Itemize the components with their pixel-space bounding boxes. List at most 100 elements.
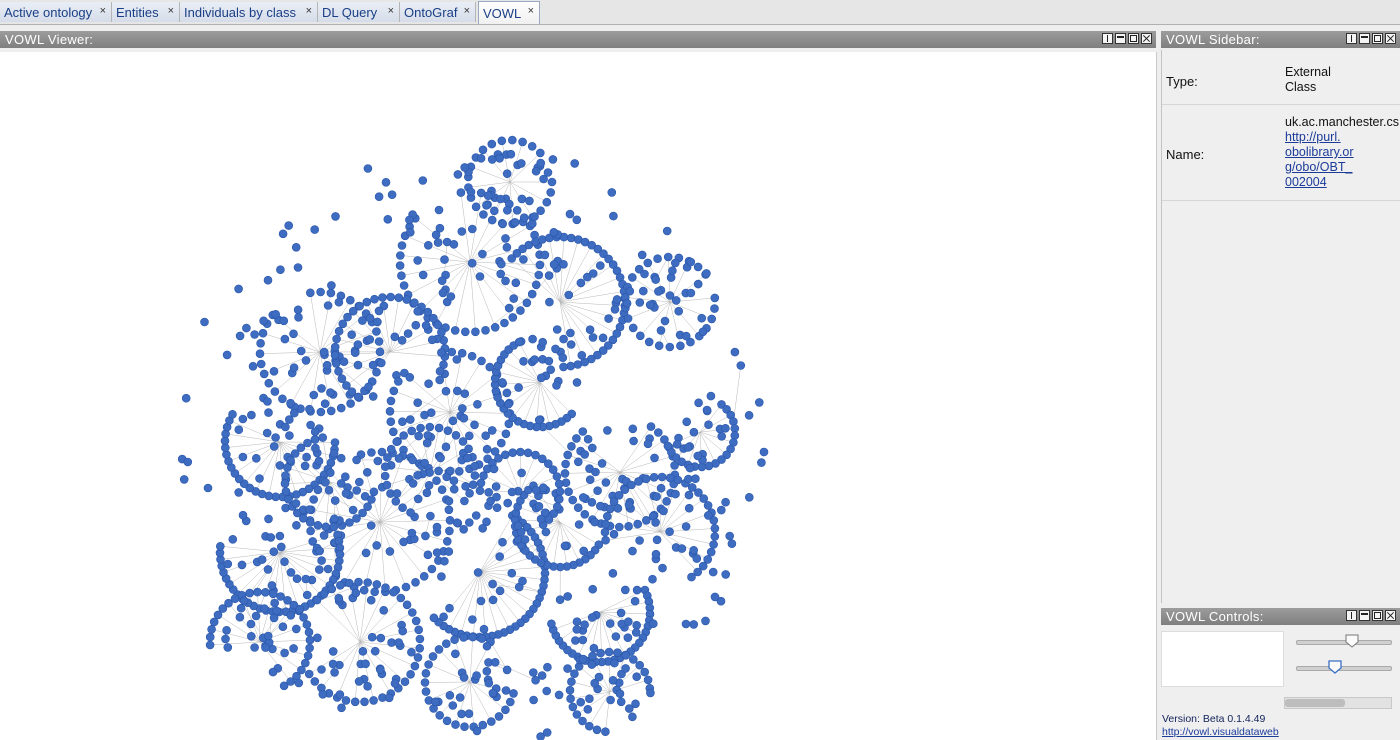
class-node[interactable] xyxy=(407,426,417,436)
class-node[interactable] xyxy=(353,340,363,349)
class-node[interactable] xyxy=(591,467,600,477)
class-node[interactable] xyxy=(674,306,684,316)
class-node[interactable] xyxy=(604,314,613,323)
class-node[interactable] xyxy=(468,615,477,624)
class-node[interactable] xyxy=(403,329,413,338)
class-node[interactable] xyxy=(334,366,343,376)
class-node[interactable] xyxy=(420,458,429,468)
class-node[interactable] xyxy=(702,269,711,278)
class-node[interactable] xyxy=(632,672,642,682)
class-node[interactable] xyxy=(605,504,615,514)
class-node[interactable] xyxy=(704,420,713,430)
class-node[interactable] xyxy=(574,520,584,529)
class-node[interactable] xyxy=(471,202,481,212)
class-node[interactable] xyxy=(730,431,740,440)
class-node[interactable] xyxy=(347,387,357,397)
class-node[interactable] xyxy=(305,404,314,414)
class-node[interactable] xyxy=(370,587,380,597)
class-node[interactable] xyxy=(418,270,428,280)
class-node[interactable] xyxy=(564,487,573,497)
class-node[interactable] xyxy=(492,492,501,502)
iri-link[interactable]: 002004 xyxy=(1285,175,1327,189)
class-node[interactable] xyxy=(681,522,691,531)
class-node[interactable] xyxy=(485,362,495,372)
class-node[interactable] xyxy=(665,342,675,352)
class-node[interactable] xyxy=(646,688,655,698)
class-node[interactable] xyxy=(389,386,399,396)
class-node[interactable] xyxy=(518,137,527,147)
class-node[interactable] xyxy=(207,624,216,634)
class-node[interactable] xyxy=(258,328,268,338)
class-node[interactable] xyxy=(478,720,488,730)
class-node[interactable] xyxy=(447,347,457,357)
class-node[interactable] xyxy=(325,468,335,478)
class-node[interactable] xyxy=(358,316,367,325)
class-node[interactable] xyxy=(621,650,631,660)
class-node[interactable] xyxy=(234,425,244,435)
class-node[interactable] xyxy=(264,514,273,524)
class-node[interactable] xyxy=(598,333,608,343)
class-node[interactable] xyxy=(495,154,504,163)
class-node[interactable] xyxy=(651,549,661,559)
class-node[interactable] xyxy=(572,215,582,225)
class-node[interactable] xyxy=(425,422,435,432)
class-node[interactable] xyxy=(395,261,405,270)
class-node[interactable] xyxy=(603,426,612,435)
class-node[interactable] xyxy=(318,433,328,442)
class-node[interactable] xyxy=(682,417,692,427)
class-node[interactable] xyxy=(510,218,520,227)
class-node[interactable] xyxy=(279,316,289,326)
class-node[interactable] xyxy=(351,588,361,598)
class-node[interactable] xyxy=(275,531,285,541)
class-node[interactable] xyxy=(286,610,296,620)
class-node[interactable] xyxy=(587,613,597,622)
class-node[interactable] xyxy=(535,148,545,158)
class-node[interactable] xyxy=(476,154,486,163)
class-node[interactable] xyxy=(310,225,320,234)
class-node[interactable] xyxy=(710,293,720,303)
class-node[interactable] xyxy=(583,434,593,444)
class-node[interactable] xyxy=(608,568,618,578)
class-node[interactable] xyxy=(310,677,320,686)
class-node[interactable] xyxy=(691,474,700,484)
class-node[interactable] xyxy=(281,471,290,480)
class-node[interactable] xyxy=(255,474,264,483)
class-node[interactable] xyxy=(536,373,546,383)
class-node[interactable] xyxy=(490,657,500,667)
class-node[interactable] xyxy=(334,326,344,336)
class-node[interactable] xyxy=(464,444,473,454)
class-node[interactable] xyxy=(640,269,649,279)
class-node[interactable] xyxy=(580,509,590,519)
class-node[interactable] xyxy=(424,660,433,669)
class-node[interactable] xyxy=(435,710,445,720)
class-node[interactable] xyxy=(501,705,510,715)
class-node[interactable] xyxy=(502,388,512,398)
class-node[interactable] xyxy=(306,420,315,430)
class-node[interactable] xyxy=(635,660,645,670)
class-node[interactable] xyxy=(467,224,477,234)
class-node[interactable] xyxy=(423,431,433,440)
class-node[interactable] xyxy=(606,695,615,705)
class-node[interactable] xyxy=(472,726,482,736)
class-node[interactable] xyxy=(599,249,608,258)
class-node[interactable] xyxy=(482,444,492,454)
class-node[interactable] xyxy=(300,658,310,668)
class-node[interactable] xyxy=(610,658,619,668)
class-node[interactable] xyxy=(473,399,482,409)
class-node[interactable] xyxy=(330,350,340,360)
class-node[interactable] xyxy=(500,450,510,460)
class-node[interactable] xyxy=(601,519,610,529)
class-node[interactable] xyxy=(502,243,512,252)
class-node[interactable] xyxy=(278,394,287,404)
class-node[interactable] xyxy=(296,443,306,453)
class-node[interactable] xyxy=(484,487,494,497)
class-node[interactable] xyxy=(694,488,703,497)
maximize-icon[interactable] xyxy=(1128,33,1139,44)
class-node[interactable] xyxy=(560,541,570,551)
class-node[interactable] xyxy=(536,206,545,215)
class-node[interactable] xyxy=(722,404,731,414)
class-node[interactable] xyxy=(463,453,472,463)
class-node[interactable] xyxy=(536,732,545,740)
class-node[interactable] xyxy=(382,480,392,490)
class-node[interactable] xyxy=(721,423,730,433)
